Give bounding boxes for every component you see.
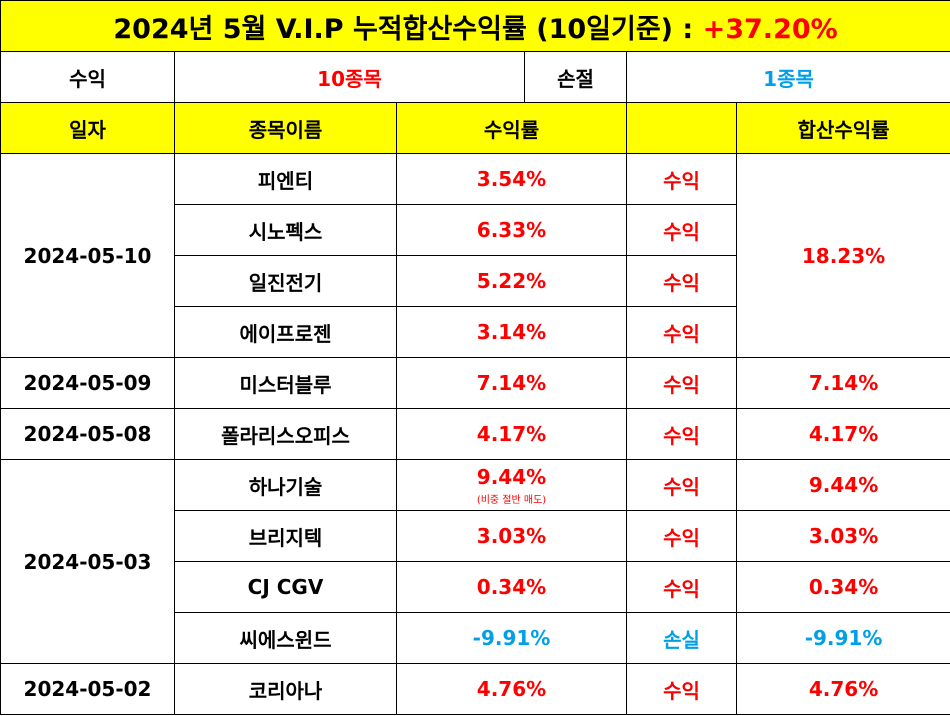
row-stock-name: 폴라리스오피스	[174, 408, 397, 460]
header-row: 일자 종목이름 수익률 합산수익률	[0, 102, 950, 154]
row-stock-name: 브리지텍	[174, 510, 397, 562]
row-result: 수익	[626, 306, 737, 358]
table-row: 브리지텍 3.03% 수익 3.03%	[1, 510, 950, 562]
row-date: 2024-05-08	[0, 408, 175, 460]
row-note: (비중 절반 매도)	[476, 494, 547, 506]
row-sum: 4.17%	[735, 408, 950, 460]
row-result: 수익	[626, 153, 737, 205]
title-total-return: +37.20%	[702, 13, 838, 45]
title-text: 2024년 5월 V.I.P 누적합산수익률 (10일기준) :	[113, 13, 703, 45]
row-result: 수익	[626, 204, 737, 256]
row-rate-cell: 9.44% (비중 절반 매도)	[396, 459, 627, 511]
row-date: 2024-05-02	[0, 663, 175, 715]
row-sum: -9.91%	[735, 612, 950, 664]
row-rate: 3.54%	[396, 153, 627, 205]
row-rate: 6.33%	[396, 204, 627, 256]
row-result: 수익	[626, 357, 737, 409]
page-title: 2024년 5월 V.I.P 누적합산수익률 (10일기준) : +37.20%	[0, 0, 950, 52]
row-rate: 4.17%	[396, 408, 627, 460]
title-row: 2024년 5월 V.I.P 누적합산수익률 (10일기준) : +37.20%	[0, 0, 950, 52]
row-date: 2024-05-03	[0, 459, 175, 664]
table-row: 2024-05-02 코리아나 4.76% 수익 4.76%	[0, 663, 950, 715]
row-result: 수익	[626, 408, 737, 460]
loss-label: 손절	[524, 51, 627, 103]
row-result: 수익	[626, 510, 737, 562]
row-stock-name: 시노펙스	[174, 204, 397, 256]
row-stock-name: 미스터블루	[174, 357, 397, 409]
header-result	[626, 102, 737, 154]
row-stock-name: 하나기술	[174, 459, 397, 511]
table-row: 2024-05-08 폴라리스오피스 4.17% 수익 4.17%	[0, 408, 950, 460]
row-sum: 18.23%	[735, 153, 950, 358]
row-sum: 9.44%	[735, 459, 950, 511]
row-result: 수익	[626, 663, 737, 715]
table-row: 시노펙스 6.33% 수익	[1, 204, 950, 256]
row-rate: 7.14%	[396, 357, 627, 409]
row-stock-name: 피엔티	[174, 153, 397, 205]
header-name: 종목이름	[174, 102, 397, 154]
row-rate: 5.22%	[396, 255, 627, 307]
row-sum: 3.03%	[735, 510, 950, 562]
row-result: 수익	[626, 459, 737, 511]
table-row: CJ CGV 0.34% 수익 0.34%	[1, 561, 950, 613]
row-date: 2024-05-09	[0, 357, 175, 409]
table-row: 씨에스윈드 -9.91% 손실 -9.91%	[1, 612, 950, 664]
row-stock-name: 에이프로젠	[174, 306, 397, 358]
row-rate: 9.44%	[476, 464, 547, 489]
row-stock-name: CJ CGV	[174, 561, 397, 613]
row-sum: 4.76%	[735, 663, 950, 715]
row-rate: -9.91%	[396, 612, 627, 664]
row-result: 수익	[626, 255, 737, 307]
loss-count: 1종목	[625, 51, 950, 103]
summary-row: 수익 10종목 손절 1종목	[0, 51, 950, 103]
table-row: 2024-05-10 피엔티 3.54% 수익 18.23%	[0, 153, 950, 358]
row-sum: 0.34%	[735, 561, 950, 613]
header-sum: 합산수익률	[735, 102, 950, 154]
header-rate: 수익률	[396, 102, 627, 154]
row-date: 2024-05-10	[0, 153, 175, 358]
row-stock-name: 씨에스윈드	[174, 612, 397, 664]
row-stock-name: 코리아나	[174, 663, 397, 715]
row-rate: 3.14%	[396, 306, 627, 358]
header-date: 일자	[0, 102, 175, 154]
row-result: 수익	[626, 561, 737, 613]
row-result: 손실	[626, 612, 737, 664]
profit-count: 10종목	[174, 51, 525, 103]
table-row: 2024-05-03 하나기술 9.44% (비중 절반 매도) 수익 9.44…	[0, 459, 950, 664]
row-rate: 0.34%	[396, 561, 627, 613]
profit-label: 수익	[0, 51, 175, 103]
row-stock-name: 일진전기	[174, 255, 397, 307]
row-rate: 3.03%	[396, 510, 627, 562]
row-rate: 4.76%	[396, 663, 627, 715]
table-row: 2024-05-09 미스터블루 7.14% 수익 7.14%	[0, 357, 950, 409]
row-sum: 7.14%	[735, 357, 950, 409]
